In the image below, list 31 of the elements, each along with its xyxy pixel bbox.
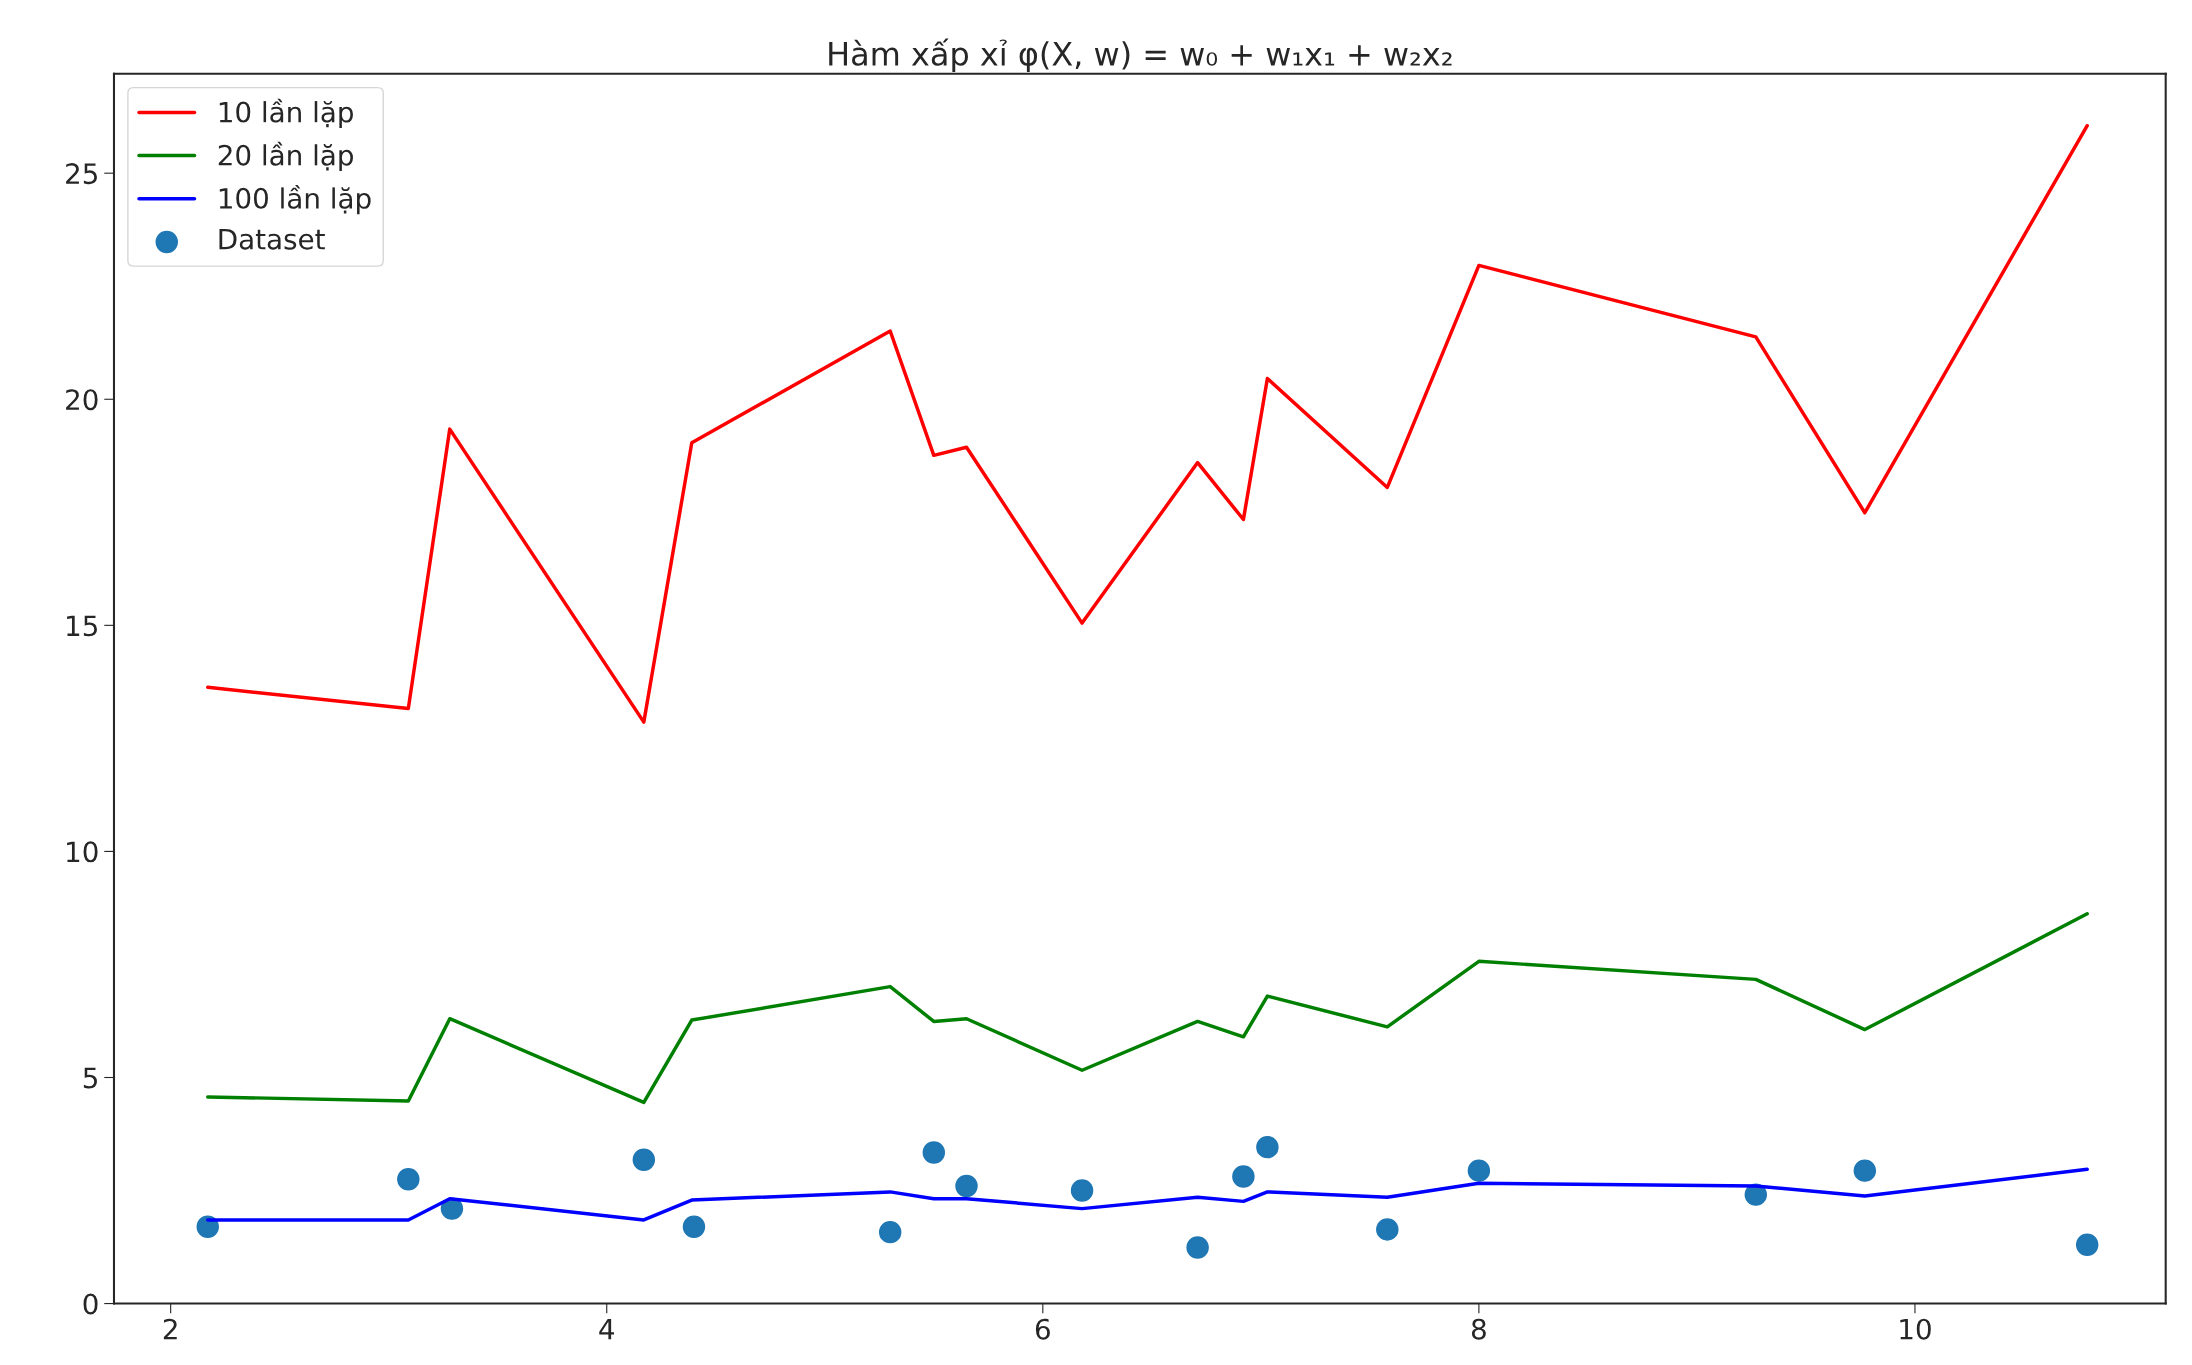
legend-label: 100 lần lặp [219, 184, 371, 215]
point [1070, 1179, 1094, 1202]
point [1186, 1236, 1209, 1259]
chart-title: Hàm xấp xỉ φ(X, w) = w₀ + w₁x₁ + w₂x₂ [829, 38, 1452, 73]
point [397, 1168, 420, 1191]
point [682, 1215, 706, 1238]
y-tick-label: 5 [83, 1067, 97, 1089]
point [922, 1141, 946, 1164]
point [1853, 1159, 1877, 1182]
x-tick-label: 6 [1035, 1318, 1050, 1340]
line-series [206, 912, 2089, 1105]
x-tick-label: 8 [1471, 1318, 1486, 1340]
point [1256, 1135, 1279, 1159]
legend-label: 10 lần lặp [219, 98, 353, 128]
point [2075, 1233, 2099, 1257]
y-tick-label: 10 [67, 841, 98, 863]
point [1376, 1218, 1399, 1241]
point [1467, 1159, 1491, 1182]
point [632, 1148, 656, 1172]
y-tick-label: 0 [83, 1293, 98, 1315]
legend-label: Dataset [219, 228, 325, 250]
x-tick-label: 10 [1900, 1318, 1931, 1340]
point [1232, 1165, 1255, 1188]
y-tick-label: 15 [67, 615, 97, 637]
point [878, 1220, 902, 1244]
y-tick-label: 25 [66, 163, 97, 185]
x-tick-label: 4 [599, 1319, 615, 1340]
y-tick-label: 20 [66, 389, 98, 411]
point [955, 1174, 978, 1198]
legend-label: 20 lần lặp [218, 141, 353, 172]
x-tick-label: 2 [163, 1318, 177, 1340]
